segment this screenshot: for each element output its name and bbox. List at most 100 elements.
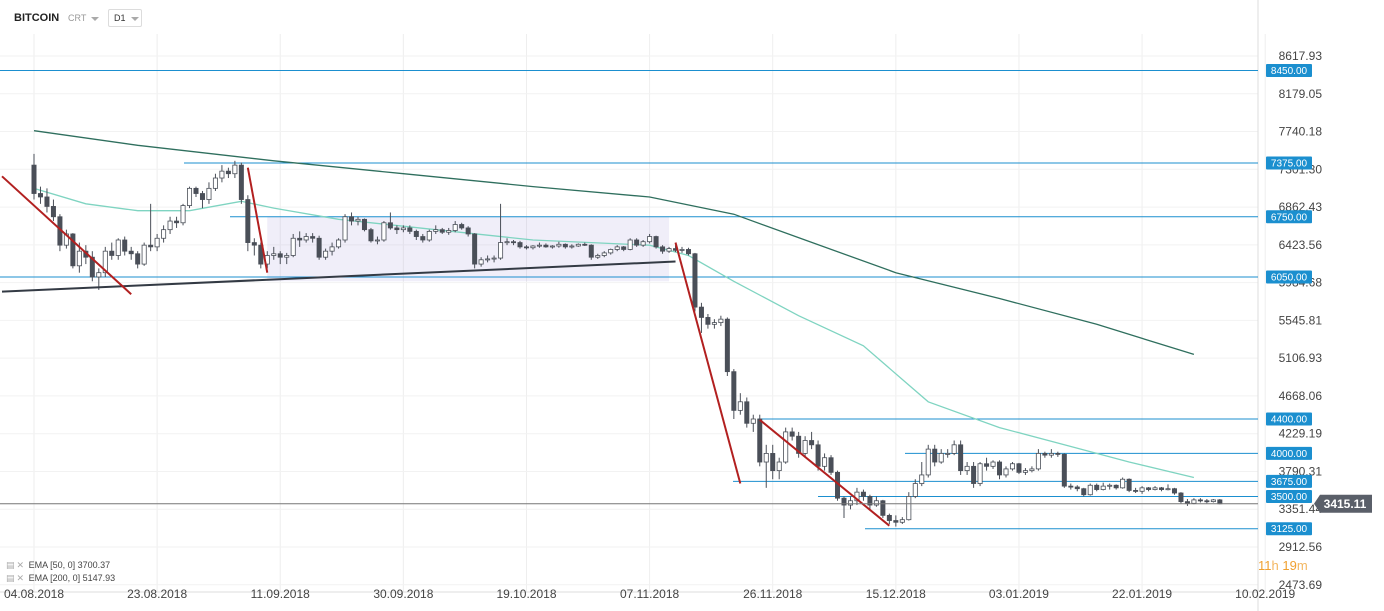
candle: [698, 302, 704, 333]
candle-body-up: [1107, 484, 1113, 487]
candle: [180, 203, 186, 226]
candle: [621, 246, 627, 252]
candle: [1094, 483, 1100, 492]
candle-body-down: [1081, 488, 1087, 496]
candle: [796, 431, 802, 458]
candle: [1139, 486, 1145, 494]
close-icon[interactable]: ✕: [16, 560, 25, 570]
candle-body-down: [588, 244, 594, 258]
candle-body-down: [1016, 463, 1022, 473]
candle: [627, 238, 633, 251]
y-tick-label: 2912.56: [1279, 540, 1323, 554]
candle: [271, 246, 277, 260]
candle: [1107, 483, 1113, 490]
candle-body-up: [647, 236, 653, 243]
candle: [608, 248, 614, 255]
candle-body-up: [446, 230, 452, 233]
candle: [329, 242, 335, 256]
candle-body-down: [562, 243, 568, 248]
candle-body-up: [232, 164, 238, 175]
candle: [711, 319, 717, 329]
candle-countdown: 11h 19m: [1258, 558, 1308, 573]
candle: [310, 233, 316, 243]
candle-body-down: [685, 249, 691, 255]
candle: [70, 233, 76, 269]
candle-body-up: [504, 241, 510, 244]
candle: [1016, 462, 1022, 475]
candle-body-down: [258, 244, 264, 265]
candle-body-down: [225, 170, 231, 175]
candle-body-up: [1087, 484, 1093, 496]
chart-grid: [0, 0, 1266, 611]
candle-body-up: [478, 259, 484, 265]
close-icon[interactable]: ✕: [16, 573, 25, 583]
candle-body-up: [1165, 488, 1171, 491]
candle-body-down: [1204, 500, 1210, 503]
candle: [718, 315, 724, 327]
candle: [809, 431, 815, 450]
y-tick-label: 8179.05: [1279, 87, 1323, 101]
candle: [653, 235, 659, 249]
candle: [193, 186, 199, 197]
candle: [893, 515, 899, 527]
indicator-value: 5147.93: [82, 573, 116, 583]
settings-icon[interactable]: ▤: [6, 573, 15, 583]
candle-body-up: [433, 229, 439, 232]
y-axis: 8617.938179.057740.187301.306862.436423.…: [1279, 49, 1323, 592]
candle-body-down: [634, 239, 640, 246]
x-tick-label: 23.08.2018: [127, 587, 187, 601]
horizontal-levels: [0, 69, 1258, 530]
candle-body-down: [997, 461, 1003, 476]
candle-body-up: [1003, 468, 1009, 476]
candle: [530, 245, 536, 250]
x-tick-label: 15.12.2018: [866, 587, 926, 601]
level-label: 6750.00: [1266, 210, 1312, 224]
candle: [394, 225, 400, 234]
candle: [951, 440, 957, 456]
candle-body-down: [523, 246, 529, 249]
candle: [582, 242, 588, 247]
chevron-down-icon[interactable]: [91, 17, 99, 21]
candle: [847, 496, 853, 510]
candle: [601, 251, 607, 258]
candle: [1074, 485, 1080, 492]
candle: [57, 214, 63, 252]
candle-body-down: [1074, 486, 1080, 490]
candle-body-down: [297, 237, 303, 241]
candle: [685, 247, 691, 256]
candle-body-up: [329, 246, 335, 252]
level-label-text: 3125.00: [1271, 524, 1308, 535]
candle: [349, 212, 355, 226]
timeframe-selector[interactable]: D1: [108, 9, 142, 27]
indicator-ema-50[interactable]: ▤ ✕ EMA [50, 0] 3700.37: [6, 560, 110, 571]
indicator-ema-200[interactable]: ▤ ✕ EMA [200, 0] 5147.93: [6, 573, 115, 584]
candle-body-up: [536, 244, 542, 247]
chart-type-selector[interactable]: CRT: [68, 13, 87, 23]
settings-icon[interactable]: ▤: [6, 560, 15, 570]
candle: [89, 251, 95, 282]
symbol-label[interactable]: BITCOIN: [14, 12, 60, 24]
level-label: 6050.00: [1266, 270, 1312, 284]
candle-body-up: [206, 187, 212, 200]
candle-body-down: [1171, 488, 1177, 494]
level-labels: 8450.00 7375.00 6750.00 6050.00 4400.00 4000.…: [1266, 63, 1312, 536]
candle: [1210, 499, 1216, 503]
candle: [1035, 449, 1041, 471]
candle: [595, 253, 601, 259]
candles: [31, 153, 1223, 527]
candle-body-up: [187, 187, 193, 206]
candle-body-up: [925, 448, 931, 476]
candle: [1042, 451, 1048, 458]
candle-body-up: [906, 496, 912, 521]
candle-body-down: [135, 253, 141, 265]
candle: [854, 487, 860, 506]
candle-body-down: [439, 229, 445, 233]
candle-body-down: [724, 318, 730, 373]
candle-body-down: [893, 520, 899, 523]
candle-body-down: [841, 497, 847, 506]
level-label: 4000.00: [1266, 446, 1312, 460]
candle-body-down: [459, 224, 465, 229]
candle: [407, 225, 413, 234]
candle: [1029, 466, 1035, 473]
